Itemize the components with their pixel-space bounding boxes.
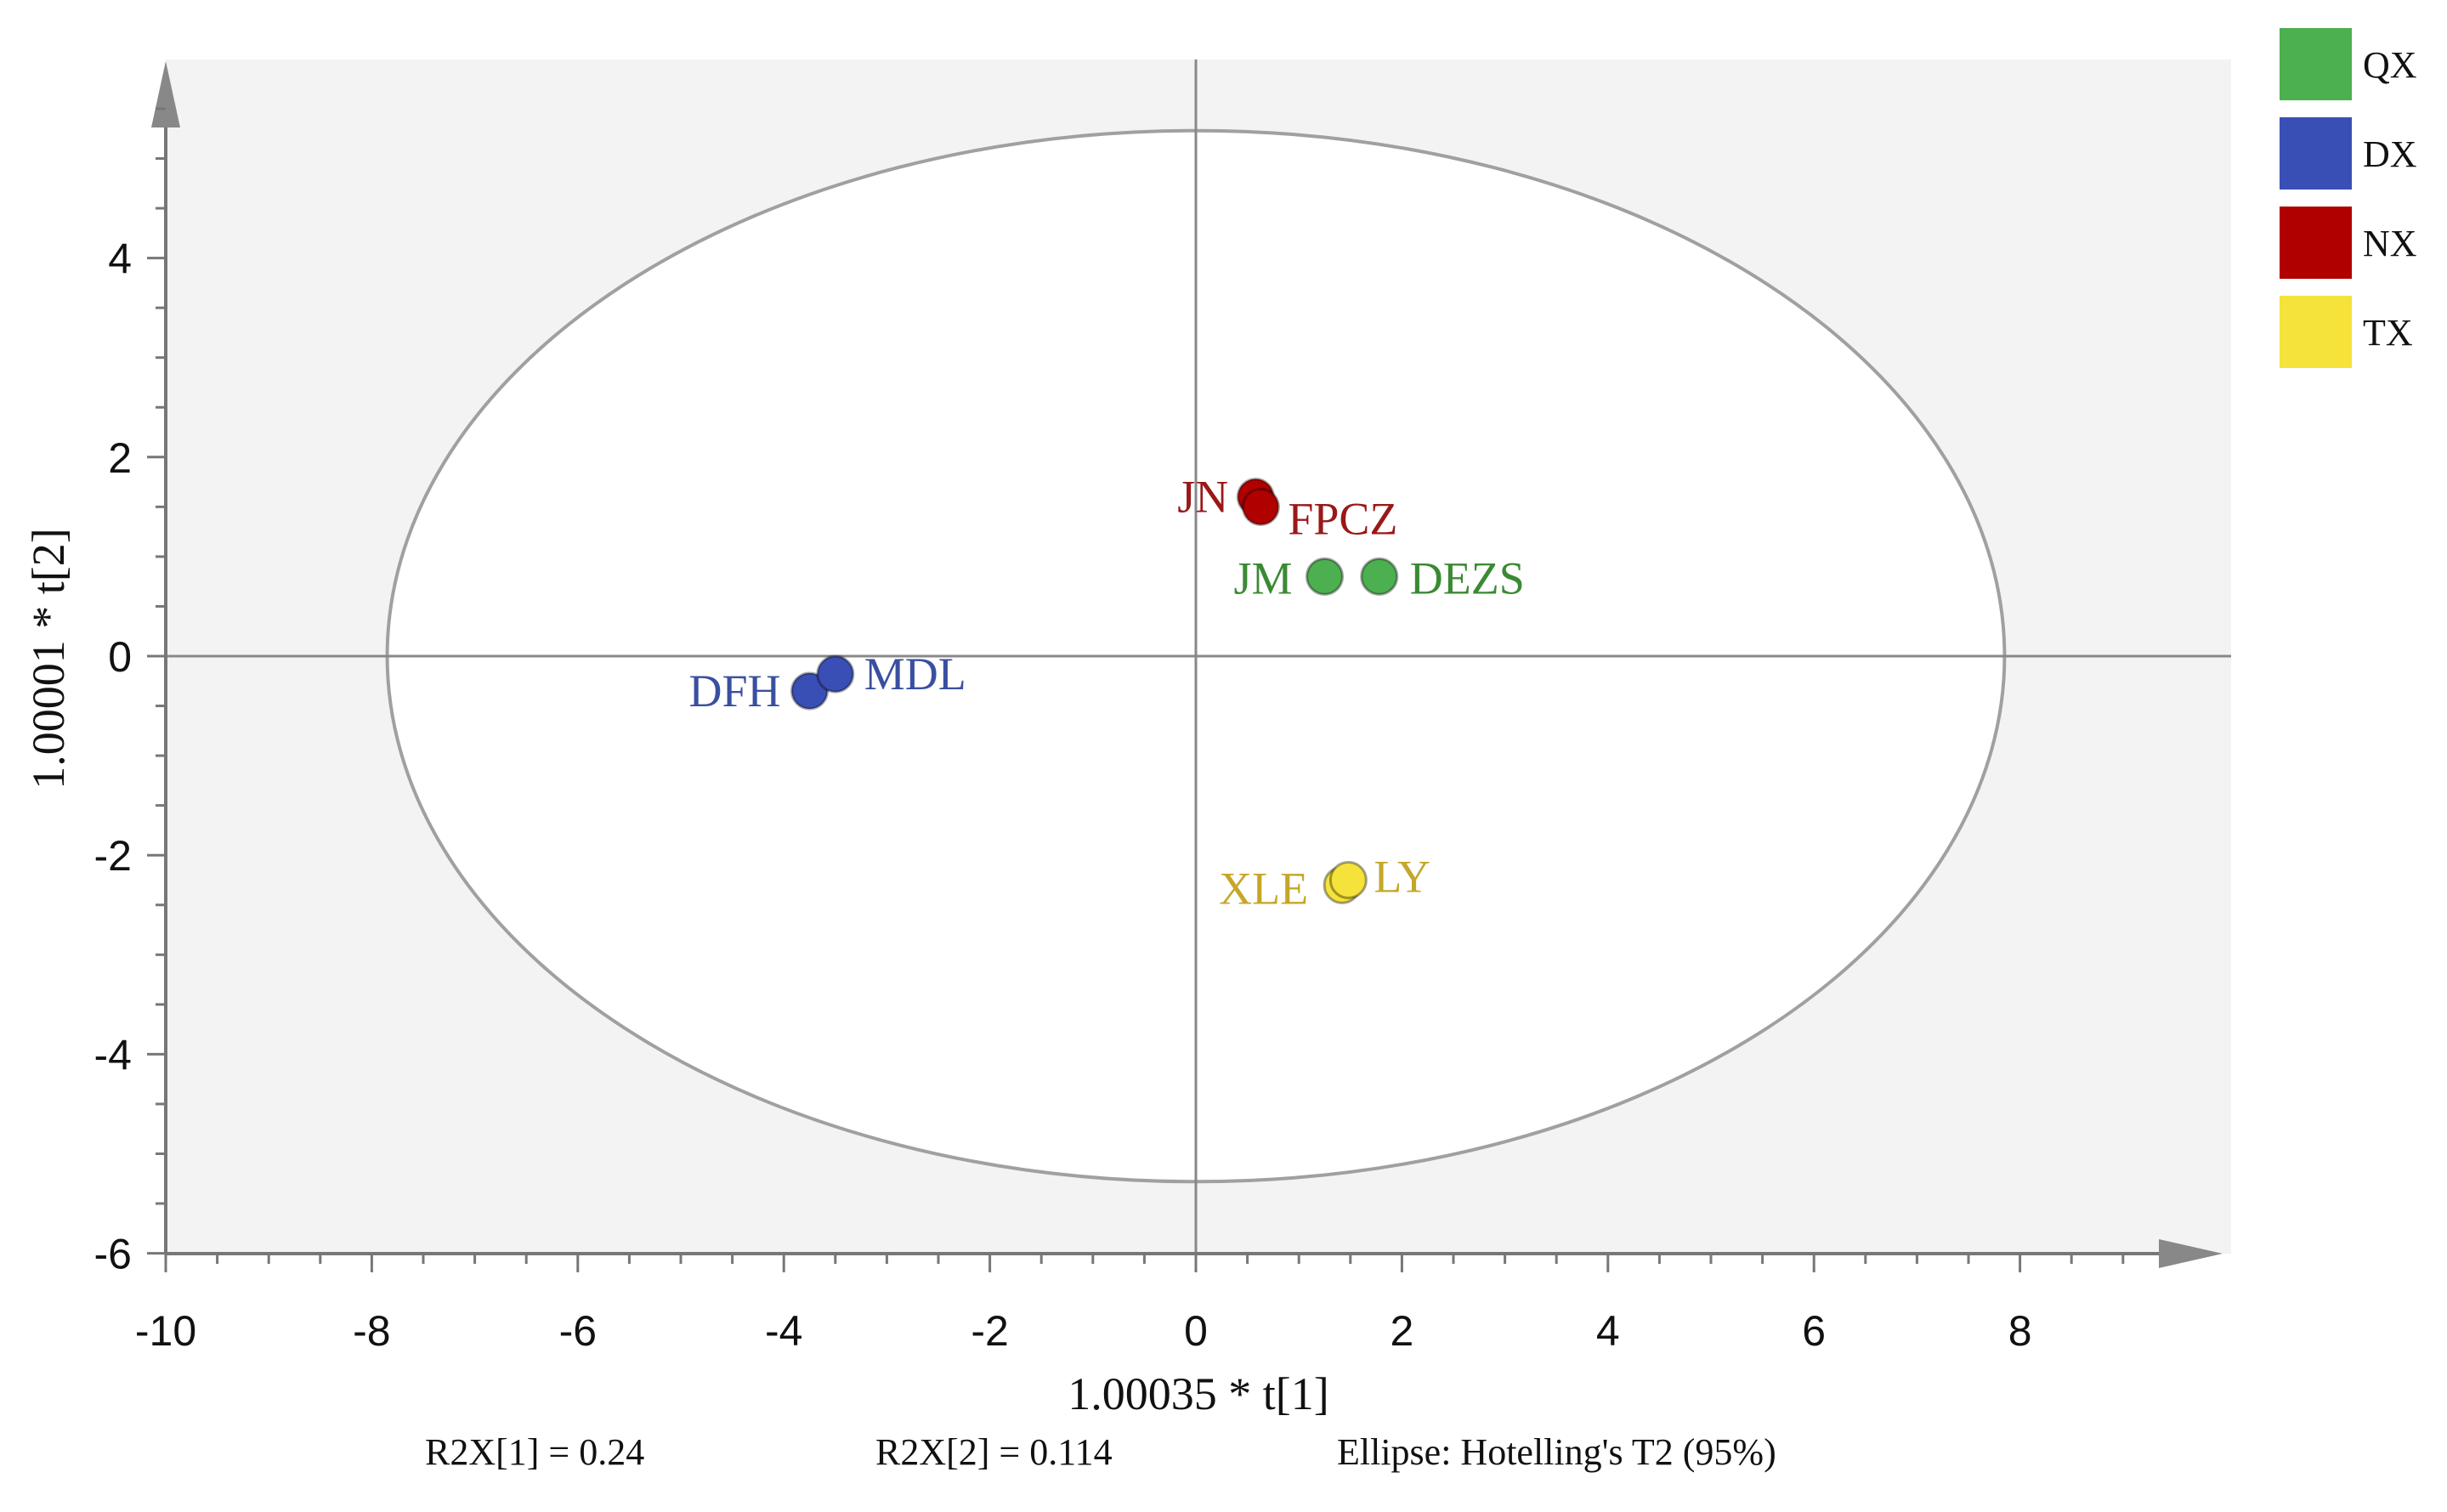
y-tick-label: 4 bbox=[108, 235, 132, 283]
point-dfh bbox=[790, 671, 829, 711]
legend-label-dx: DX bbox=[2363, 133, 2417, 175]
x-tick-label: 2 bbox=[1390, 1307, 1413, 1355]
legend-swatch-tx bbox=[2280, 296, 2352, 368]
point-label-dfh: DFH bbox=[688, 665, 780, 716]
legend-label-qx: QX bbox=[2363, 44, 2417, 86]
x-tick-label: -10 bbox=[135, 1307, 196, 1355]
point-mdl bbox=[816, 654, 855, 694]
y-tick-label: -2 bbox=[94, 832, 132, 880]
legend-swatch-nx bbox=[2280, 207, 2352, 279]
x-tick-label: 8 bbox=[2008, 1307, 2032, 1355]
r2x2-label: R2X[2] = 0.114 bbox=[875, 1431, 1113, 1473]
point-fpcz bbox=[1241, 487, 1280, 526]
y-tick-label: 0 bbox=[108, 633, 132, 681]
x-tick-label: 4 bbox=[1596, 1307, 1620, 1355]
point-label-ly: LY bbox=[1374, 851, 1430, 902]
x-tick-label: 0 bbox=[1184, 1307, 1208, 1355]
x-axis-title: 1.00035 * t[1] bbox=[1068, 1368, 1328, 1419]
point-label-fpcz: FPCZ bbox=[1288, 493, 1397, 544]
point-jm bbox=[1306, 557, 1344, 596]
y-tick-label: -4 bbox=[94, 1031, 132, 1079]
point-label-jm: JM bbox=[1233, 552, 1292, 603]
legend-label-tx: TX bbox=[2363, 312, 2413, 354]
point-dezs bbox=[1360, 557, 1399, 596]
y-tick-label: -6 bbox=[94, 1231, 132, 1278]
legend-swatch-dx bbox=[2280, 117, 2352, 190]
legend-swatch-qx bbox=[2280, 28, 2352, 100]
y-tick-label: 2 bbox=[108, 434, 132, 482]
point-label-jn: JN bbox=[1177, 472, 1228, 523]
legend-label-nx: NX bbox=[2363, 223, 2417, 264]
point-label-dezs: DEZS bbox=[1410, 552, 1525, 603]
x-tick-label: -8 bbox=[353, 1307, 390, 1355]
ellipse-note: Ellipse: Hotelling's T2 (95%) bbox=[1337, 1431, 1776, 1473]
point-ly bbox=[1328, 860, 1368, 899]
x-tick-label: -6 bbox=[559, 1307, 597, 1355]
point-label-mdl: MDL bbox=[864, 648, 966, 699]
y-axis-arrow bbox=[151, 61, 180, 127]
x-tick-label: 6 bbox=[1802, 1307, 1826, 1355]
x-tick-label: -2 bbox=[971, 1307, 1008, 1355]
x-axis-arrow bbox=[2159, 1239, 2223, 1268]
x-tick-label: -4 bbox=[765, 1307, 802, 1355]
y-axis-title: 1.00001 * t[2] bbox=[23, 528, 74, 789]
point-label-xle: XLE bbox=[1219, 863, 1308, 914]
r2x1-label: R2X[1] = 0.24 bbox=[425, 1431, 644, 1473]
